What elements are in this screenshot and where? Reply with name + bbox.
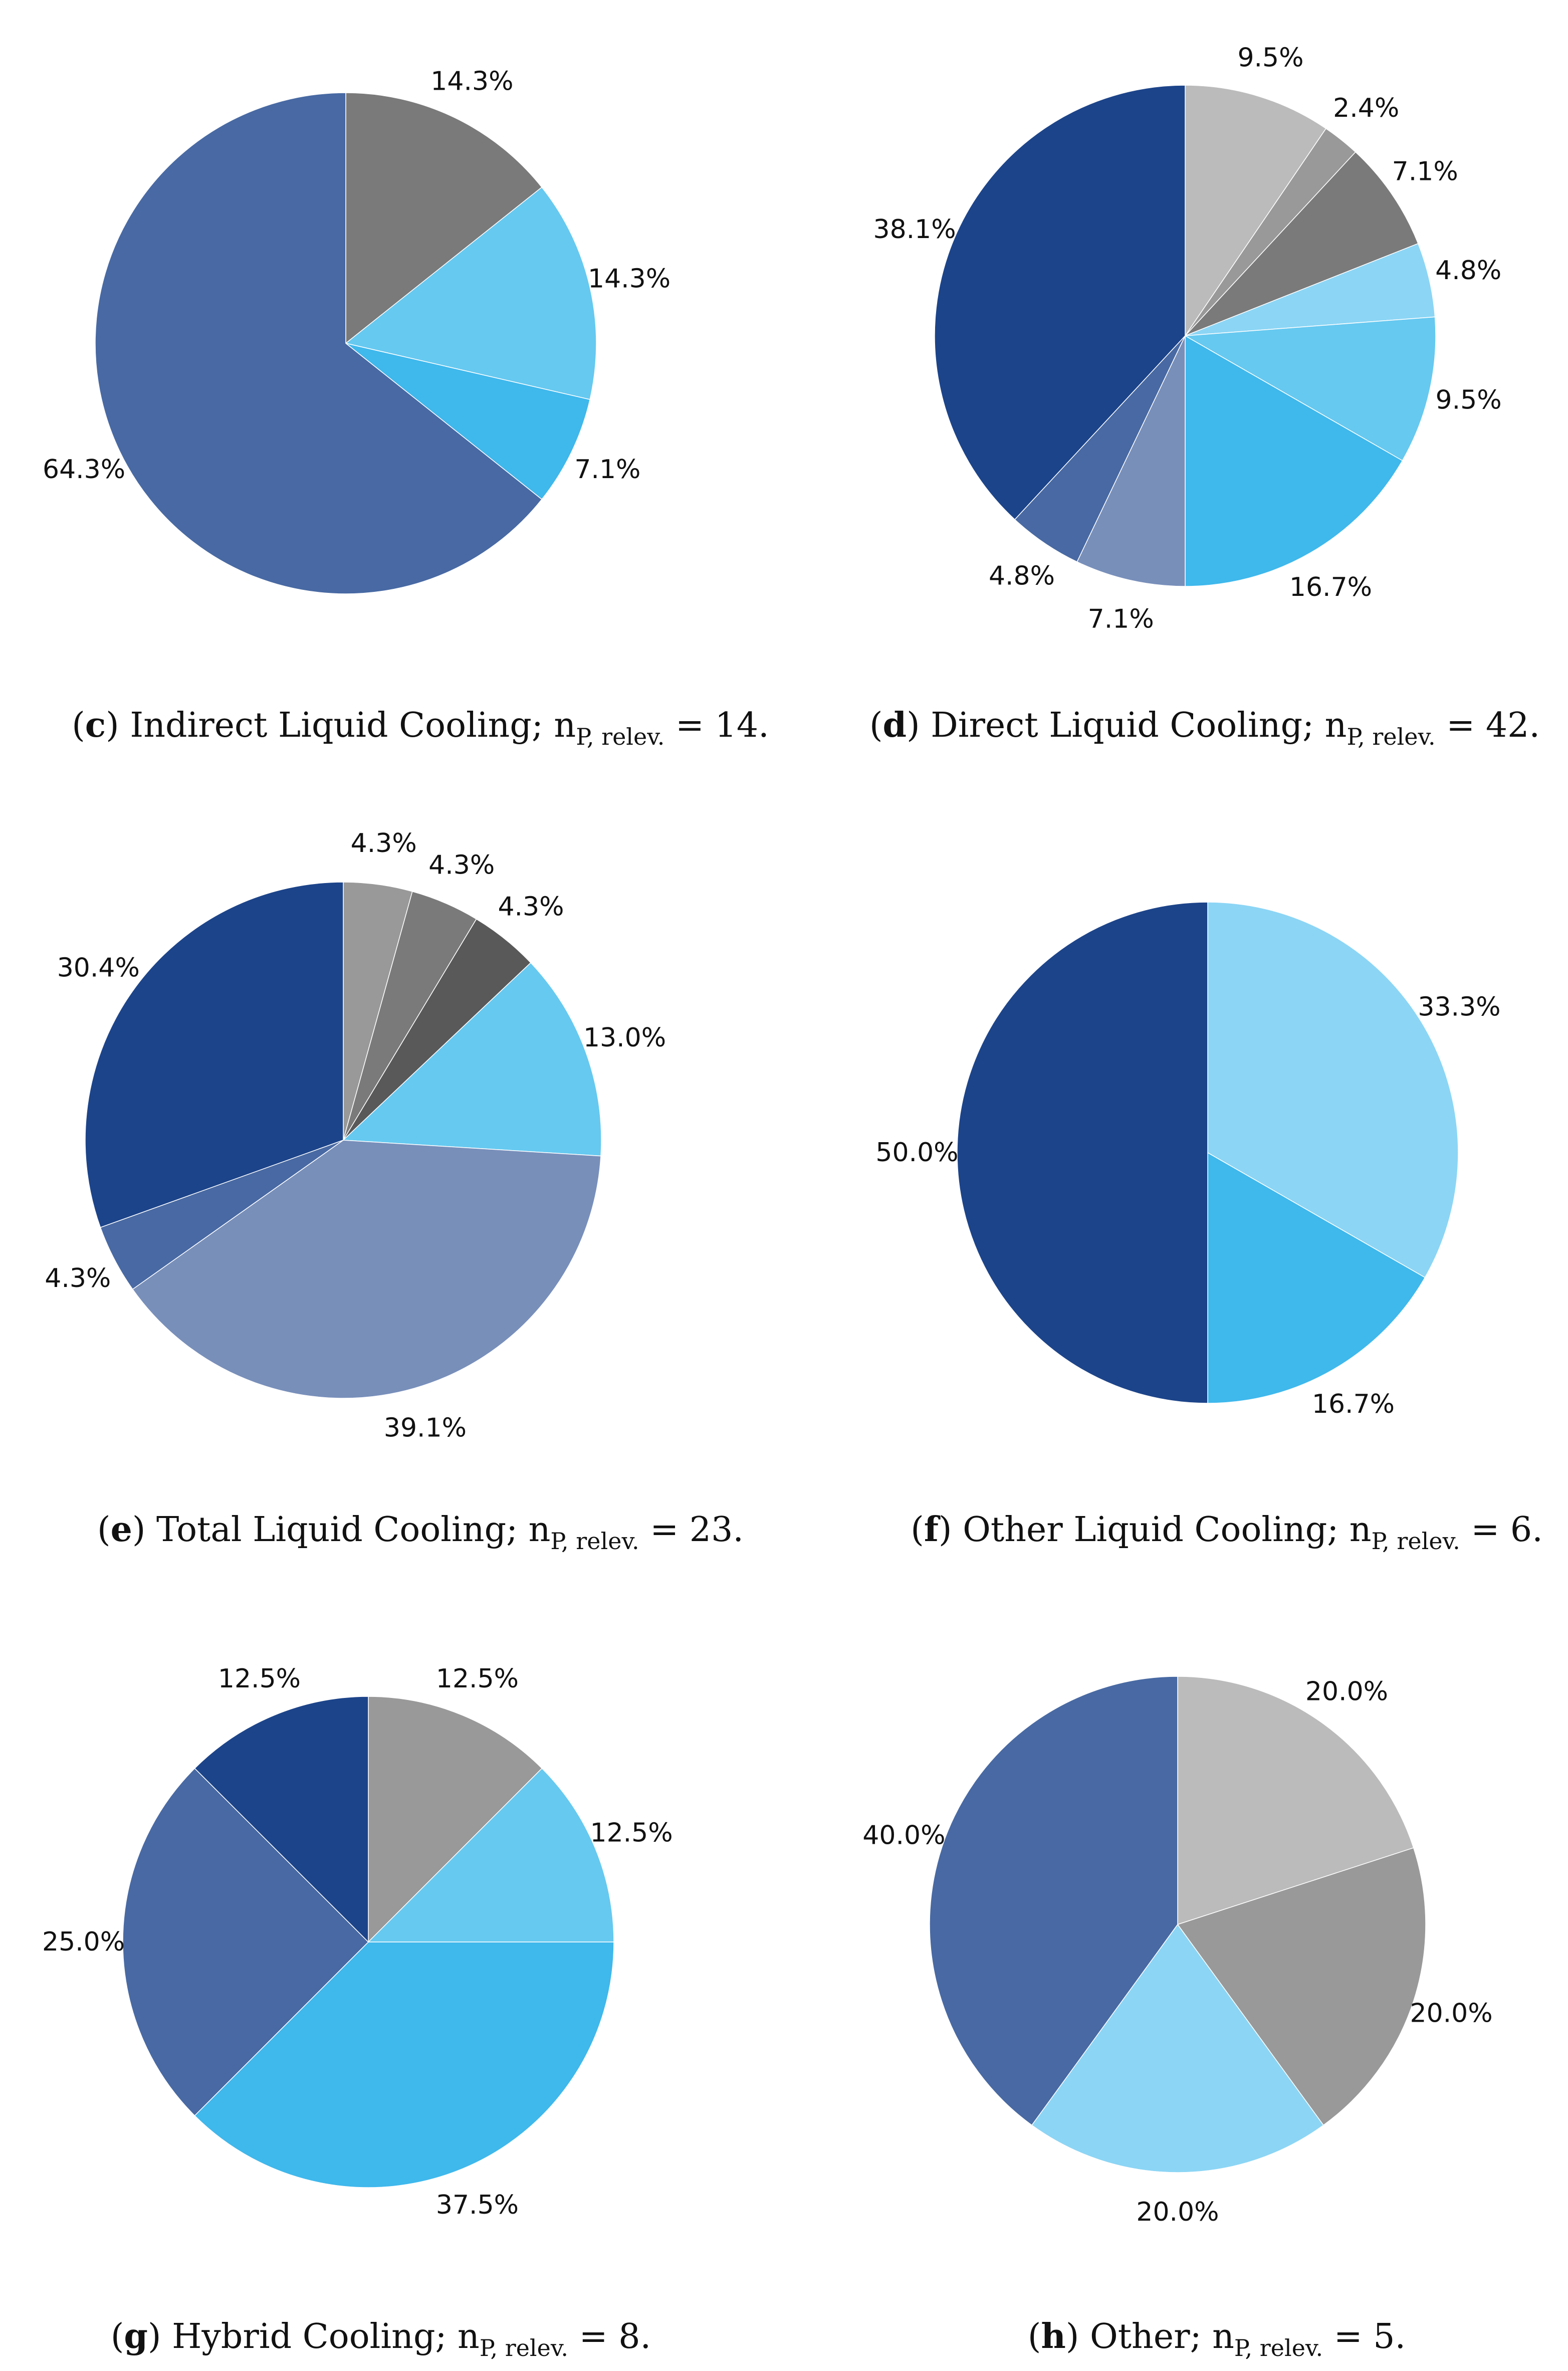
pie-chart-f: 33.3% 16.7% 50.0%	[875, 902, 1501, 1419]
pie-slice	[1207, 1152, 1426, 1404]
pie-slice	[1177, 1676, 1414, 1925]
pie-slice	[345, 343, 591, 500]
pie-slice	[1185, 243, 1436, 336]
pie-slice	[1185, 85, 1327, 337]
pie-slice	[1076, 335, 1186, 587]
slice-percent-label: 14.3%	[588, 264, 670, 294]
pie-slice	[342, 962, 602, 1157]
pie-chart-h: 20.0% 20.0% 20.0% 40.0%	[862, 1676, 1493, 2227]
slice-percent-label: 13.0%	[583, 1023, 666, 1053]
slice-percent-label: 7.1%	[574, 455, 640, 485]
slice-percent-label: 20.0%	[1305, 1677, 1388, 1707]
pie-slice	[95, 92, 543, 594]
pie-slice	[132, 1140, 601, 1399]
slice-percent-label: 7.1%	[1088, 604, 1154, 634]
slice-percent-label: 30.4%	[57, 953, 140, 983]
slice-percent-label: 4.3%	[428, 850, 495, 880]
pie-slice	[122, 1768, 369, 2116]
pie-slice	[194, 1942, 614, 2188]
slice-percent-label: 4.3%	[498, 892, 564, 922]
pie-slice	[1014, 335, 1186, 563]
chart-caption: (g) Hybrid Cooling; nP, relev. = 8.	[111, 2316, 651, 2361]
slice-percent-label: 33.3%	[1418, 992, 1500, 1022]
slice-percent-label: 4.8%	[1435, 256, 1501, 286]
pie-chart-g: 12.5% 12.5% 37.5% 25.0% 12.5%	[42, 1664, 673, 2220]
slice-percent-label: 40.0%	[862, 1821, 945, 1851]
slice-percent-label: 7.1%	[1392, 157, 1458, 187]
pie-slice	[929, 1676, 1178, 2126]
chart-caption: (c) Indirect Liquid Cooling; nP, relev. …	[72, 705, 769, 750]
pie-slice	[345, 186, 597, 400]
pie-slice	[1177, 1847, 1426, 2126]
chart-caption: (h) Other; nP, relev. = 5.	[1028, 2316, 1406, 2361]
slice-percent-label: 4.3%	[45, 1263, 111, 1294]
slice-percent-label: 12.5%	[218, 1664, 301, 1694]
slice-percent-label: 20.0%	[1410, 1998, 1492, 2028]
pie-slice	[85, 882, 344, 1228]
pie-chart-c: 14.3% 14.3% 7.1% 64.3%	[43, 67, 670, 594]
slice-percent-label: 16.7%	[1289, 572, 1372, 602]
slice-percent-label: 39.1%	[384, 1413, 467, 1443]
slice-percent-label: 16.7%	[1312, 1389, 1395, 1419]
pie-chart-d: 9.5% 2.4% 7.1% 4.8% 9.5% 16.7% 7.1% 4.8% 38.1%	[873, 43, 1501, 634]
slice-percent-label: 14.3%	[430, 67, 513, 97]
slice-percent-label: 4.3%	[351, 828, 417, 858]
slice-percent-label: 9.5%	[1436, 385, 1502, 415]
pie-slice	[1184, 316, 1436, 462]
slice-percent-label: 38.1%	[873, 214, 956, 245]
pie-slice	[194, 1696, 369, 1943]
pie-slice	[1185, 151, 1419, 336]
chart-caption: (d) Direct Liquid Cooling; nP, relev. = …	[869, 705, 1540, 750]
pie-slice	[367, 1768, 614, 1943]
slice-percent-label: 4.8%	[989, 561, 1055, 591]
slice-percent-label: 50.0%	[875, 1138, 958, 1168]
slice-percent-label: 25.0%	[42, 1927, 125, 1957]
pie-slice	[934, 85, 1186, 520]
pie-slice	[345, 92, 543, 344]
chart-caption: (e) Total Liquid Cooling; nP, relev. = 2…	[97, 1510, 744, 1555]
pie-slice	[957, 902, 1208, 1404]
pie-chart-e: 4.3%4.3%4.3%13.0%39.1%4.3%30.4%	[45, 828, 666, 1443]
slice-percent-label: 64.3%	[43, 455, 125, 485]
pie-slice	[1207, 902, 1459, 1278]
pie-slice	[1031, 1923, 1324, 2173]
chart-caption: (f) Other Liquid Cooling; nP, relev. = 6…	[911, 1510, 1543, 1555]
pie-slice	[368, 1696, 543, 1943]
slice-percent-label: 12.5%	[436, 1664, 519, 1694]
pie-slice	[1185, 335, 1403, 587]
slice-percent-label: 37.5%	[436, 2190, 519, 2220]
slice-percent-label: 2.4%	[1333, 93, 1399, 123]
slice-percent-label: 20.0%	[1136, 2197, 1219, 2227]
slice-percent-label: 12.5%	[590, 1818, 673, 1848]
slice-percent-label: 9.5%	[1237, 43, 1303, 73]
